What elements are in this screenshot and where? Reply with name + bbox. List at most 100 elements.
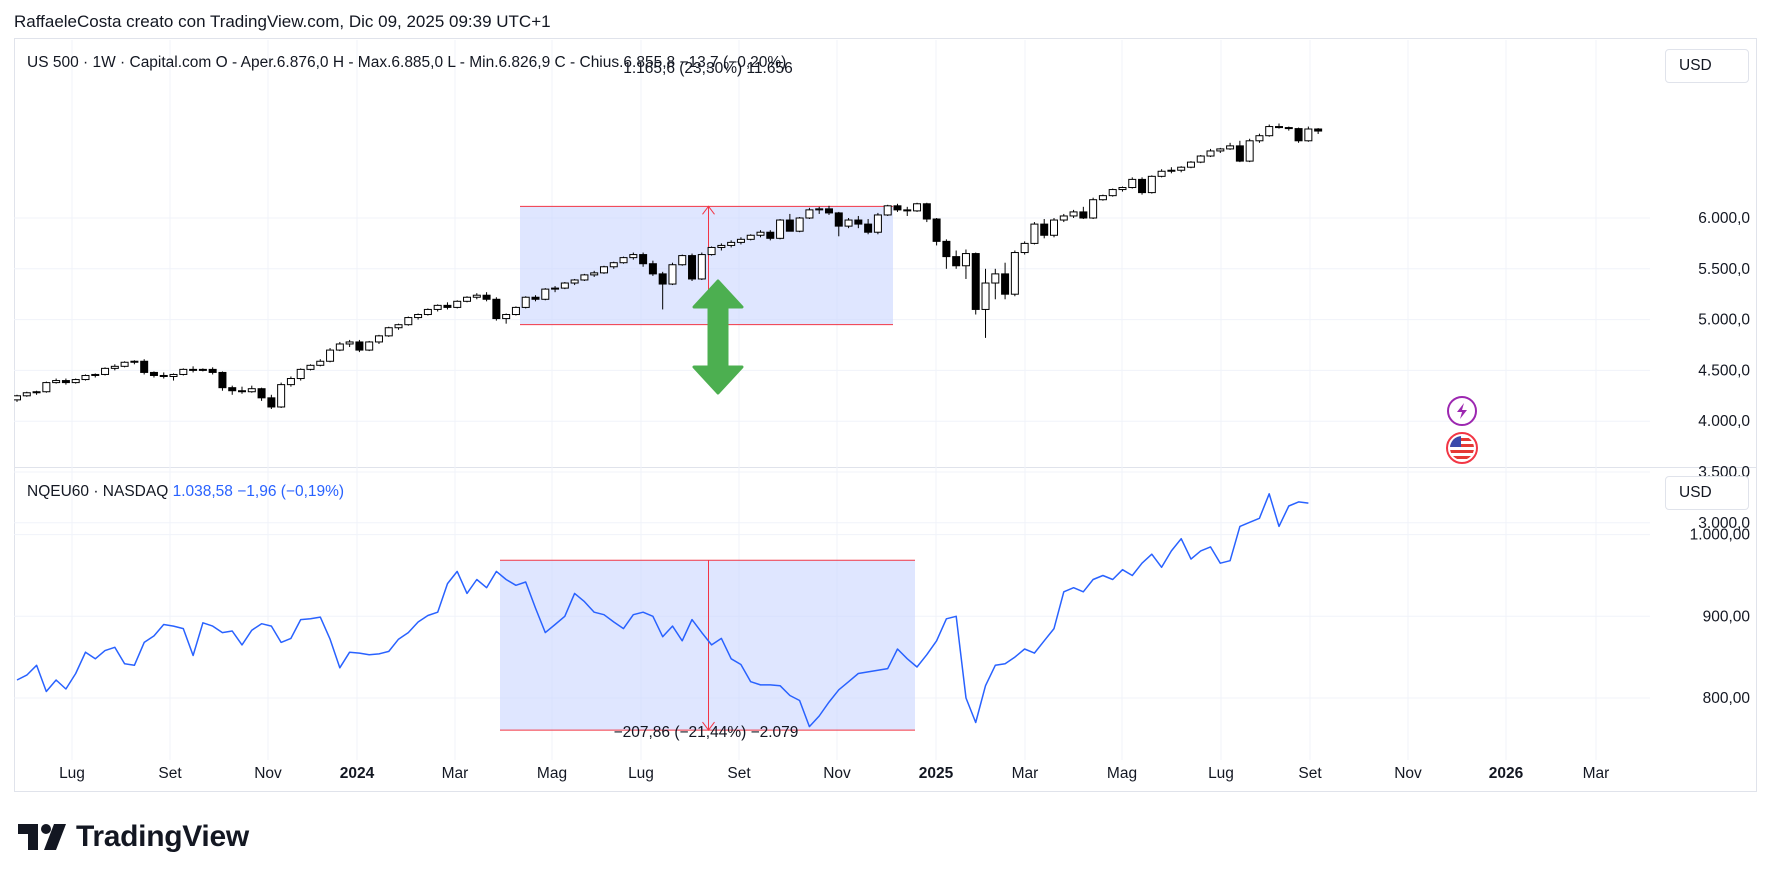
legend-bottom-symbol: NQEU60 · NASDAQ <box>27 483 169 500</box>
candle-body <box>1108 189 1117 197</box>
candle-body <box>961 253 970 267</box>
candle-body <box>629 254 638 259</box>
candle-body <box>1255 135 1264 142</box>
candle-body <box>599 266 608 274</box>
candle-body <box>453 300 462 308</box>
footer-logo[interactable]: TradingView <box>18 820 249 854</box>
measure-label-top: 1.165,6 (23,30%) 11.656 <box>623 60 792 77</box>
candle-body <box>404 317 413 326</box>
lightning-icon[interactable] <box>1447 396 1477 426</box>
candle-body <box>179 368 188 375</box>
price-tick-label: 4.500,0 <box>1698 362 1750 379</box>
price-axis-bottom: 800,00 900,00 1.000,00 <box>1690 527 1751 707</box>
candle-body <box>707 246 716 256</box>
candle-body <box>1069 211 1078 217</box>
candle-body <box>1118 187 1127 191</box>
candle-body <box>531 296 540 300</box>
candle-body <box>394 324 403 329</box>
candle-body <box>502 314 511 320</box>
price-tick-label: 5.500,0 <box>1698 261 1750 278</box>
candle-body <box>668 264 677 285</box>
us-flag-icon[interactable] <box>1446 432 1478 464</box>
candle-body <box>580 274 589 281</box>
candle-body <box>521 296 530 308</box>
candle-body <box>443 304 452 308</box>
candle-body <box>492 298 501 320</box>
candle-body <box>296 368 305 380</box>
candle-body <box>717 244 726 248</box>
candle-body <box>785 219 794 232</box>
time-tick-label: 2026 <box>1489 765 1524 782</box>
candle-body <box>306 364 315 370</box>
currency-button-top[interactable]: USD <box>1665 49 1749 83</box>
candle-body <box>247 388 256 393</box>
candle-body <box>22 392 31 397</box>
price-tick-label: 3.000,0 <box>1698 515 1750 532</box>
candle-body <box>678 255 687 266</box>
candle-body <box>913 203 922 212</box>
candle-body <box>1284 127 1293 130</box>
candle-body <box>228 387 237 392</box>
candle-body <box>120 361 129 367</box>
candle-body <box>883 205 892 216</box>
candle-body <box>648 263 657 275</box>
price-tick-label: 4.000,0 <box>1698 413 1750 430</box>
candle-body <box>316 360 325 366</box>
candle-body <box>511 306 520 316</box>
time-tick-label: Mar <box>1583 765 1610 782</box>
candle-body <box>208 368 217 373</box>
candle-body <box>1226 145 1235 150</box>
candle-body <box>551 287 560 290</box>
candle-body <box>873 214 882 233</box>
candle-body <box>619 257 628 264</box>
candle-body <box>101 367 110 375</box>
candle-body <box>42 382 51 393</box>
candle-body <box>1275 126 1284 129</box>
candle-body <box>169 373 178 377</box>
measure-box-fill <box>500 560 915 731</box>
candle-body <box>1245 140 1254 162</box>
candle-body <box>570 279 579 284</box>
footer-brand: TradingView <box>76 820 249 853</box>
candle-body <box>71 379 80 384</box>
candle-body <box>52 380 61 384</box>
candle-body <box>560 282 569 289</box>
series-line <box>16 493 1309 728</box>
time-axis: Lug Set Nov 2024 Mar Mag Lug Set Nov 2025 Mar Mag Lu… <box>59 765 1609 782</box>
time-tick-label: Set <box>158 765 182 782</box>
legend-top: US 500 · 1W · Capital.com O - Aper.6.876… <box>27 54 787 71</box>
candle-body <box>815 208 824 211</box>
time-tick-label: Mar <box>1012 765 1039 782</box>
measure-box-arrowhead <box>702 721 715 731</box>
candle-body <box>1020 242 1029 254</box>
candle-body <box>1098 195 1107 201</box>
candle-body <box>991 273 1000 284</box>
currency-button-bottom[interactable]: USD <box>1665 476 1749 510</box>
candle-body <box>736 238 745 243</box>
price-tick-label: 5.000,0 <box>1698 312 1750 329</box>
candle-body <box>149 371 158 376</box>
candle-body <box>658 273 667 285</box>
candle-body <box>697 254 706 280</box>
candle-body <box>541 288 550 300</box>
line-series <box>16 493 1309 728</box>
candle-body <box>355 341 364 351</box>
candle-body <box>414 314 423 319</box>
legend-bottom: NQEU60 · NASDAQ 1.038,58 −1,96 (−0,19%) <box>27 483 344 501</box>
candle-body <box>1206 150 1215 157</box>
candle-body <box>746 234 755 240</box>
pane-separator[interactable] <box>14 467 1757 468</box>
time-tick-label: Mag <box>1107 765 1137 782</box>
candle-body <box>1314 128 1323 132</box>
legend-bottom-value: 1.038,58 −1,96 (−0,19%) <box>172 483 345 500</box>
double-arrow-icon[interactable] <box>692 279 744 395</box>
candle-body <box>1001 273 1010 295</box>
candle-body <box>1040 223 1049 236</box>
price-tick-label: 1.000,00 <box>1690 527 1751 544</box>
candle-body <box>1265 126 1274 137</box>
candle-body <box>335 343 344 351</box>
candle-body <box>824 208 833 214</box>
candle-body <box>1216 148 1225 152</box>
candle-body <box>903 209 912 212</box>
